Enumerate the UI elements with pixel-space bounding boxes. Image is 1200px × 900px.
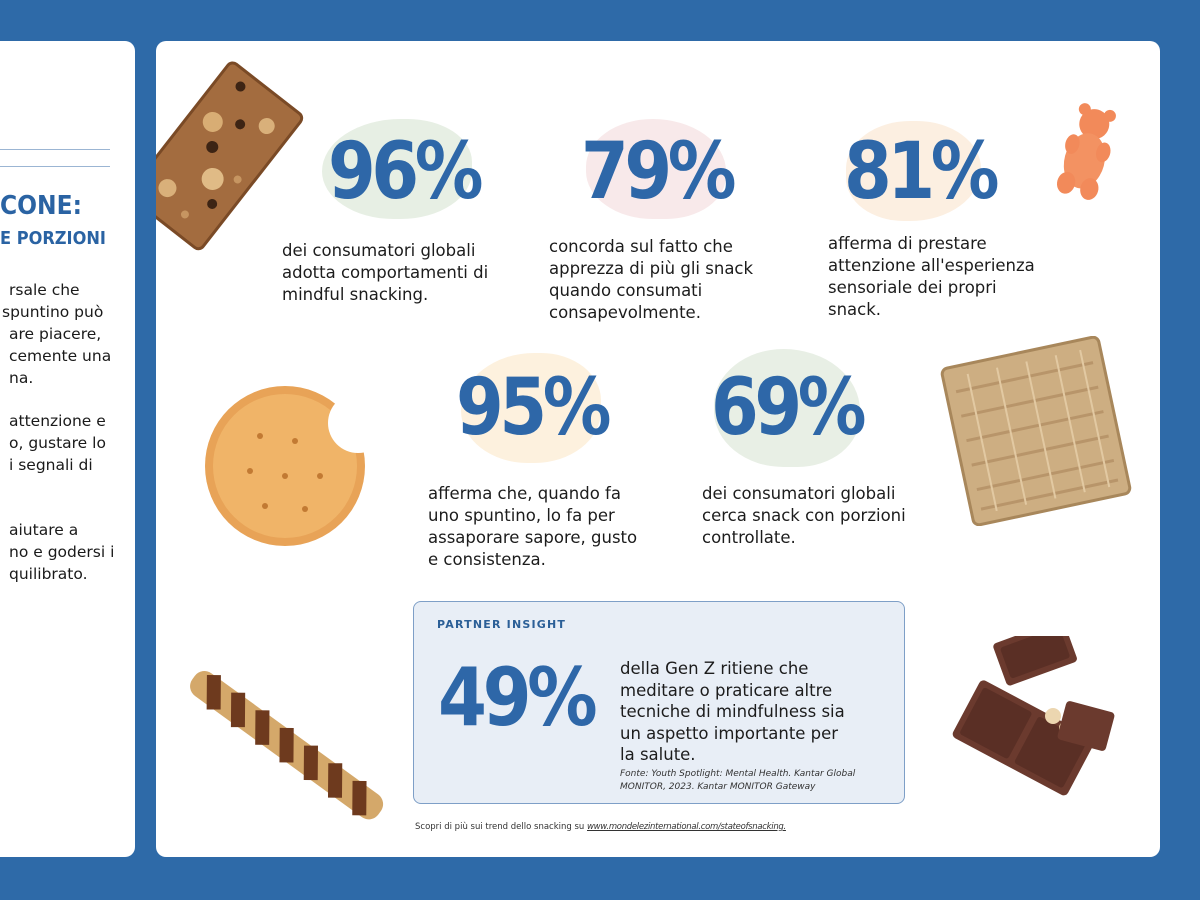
stat-96-value: 96% bbox=[328, 127, 483, 217]
insight-49-value: 49% bbox=[438, 651, 598, 744]
footer-text: Scopri di più sui trend dello snacking s… bbox=[415, 822, 587, 832]
body-text: rsale che bbox=[9, 281, 80, 299]
section-subheading: E PORZIONI bbox=[0, 228, 106, 249]
cracker-image bbox=[205, 386, 370, 546]
chocolate-image bbox=[952, 636, 1115, 796]
partner-insight-box: PARTNER INSIGHT 49% della Gen Z ritiene … bbox=[413, 601, 905, 804]
footer-link[interactable]: www.mondelezinternational.com/stateofsna… bbox=[587, 822, 786, 832]
stat-79-description: concorda sul fatto che apprezza di più g… bbox=[549, 237, 754, 322]
wafer-roll-image bbox=[190, 671, 384, 820]
stat-69-description: dei consumatori globali cerca snack con … bbox=[702, 484, 906, 547]
insight-source: Fonte: Youth Spotlight: Mental Health. K… bbox=[620, 769, 856, 792]
granola-bar-image bbox=[156, 61, 304, 251]
stat-69-value: 69% bbox=[711, 363, 866, 453]
stat-95-description: afferma che, quando fa uno spuntino, lo … bbox=[428, 484, 638, 569]
body-text: quilibrato. bbox=[9, 565, 88, 583]
stat-96-description: dei consumatori globali adotta comportam… bbox=[282, 241, 489, 304]
divider bbox=[0, 149, 110, 150]
body-text: are piacere, bbox=[9, 325, 102, 343]
stat-95-value: 95% bbox=[456, 363, 611, 453]
body-text: attenzione e bbox=[9, 412, 106, 430]
stat-blob bbox=[461, 353, 601, 463]
body-text: o, gustare lo bbox=[9, 434, 106, 452]
partner-insight-label: PARTNER INSIGHT bbox=[437, 618, 567, 631]
body-text: cemente una bbox=[9, 347, 112, 365]
left-panel: CONE: E PORZIONI rsale che spuntino può … bbox=[0, 41, 135, 857]
section-heading: CONE: bbox=[0, 191, 82, 221]
stat-blob bbox=[846, 121, 981, 221]
stat-blob bbox=[322, 119, 472, 219]
footer-note: Scopri di più sui trend dello snacking s… bbox=[415, 822, 786, 832]
main-panel: 96% dei consumatori globali adotta compo… bbox=[156, 41, 1160, 857]
body-text: i segnali di bbox=[9, 456, 93, 474]
stat-81-value: 81% bbox=[844, 127, 999, 217]
body-text: spuntino può bbox=[2, 303, 104, 321]
body-text: no e godersi i bbox=[9, 543, 115, 561]
divider bbox=[0, 166, 110, 167]
insight-description: della Gen Z ritiene che meditare o prati… bbox=[620, 659, 845, 764]
stat-81-description: afferma di prestare attenzione all'esper… bbox=[828, 234, 1035, 319]
stat-blob bbox=[586, 119, 726, 219]
stat-blob bbox=[714, 349, 860, 467]
stat-79-value: 79% bbox=[581, 127, 736, 217]
gummy-bear-image bbox=[1056, 103, 1116, 200]
wheat-cracker-image bbox=[940, 336, 1132, 526]
body-text: na. bbox=[9, 369, 34, 387]
body-text: aiutare a bbox=[9, 521, 79, 539]
